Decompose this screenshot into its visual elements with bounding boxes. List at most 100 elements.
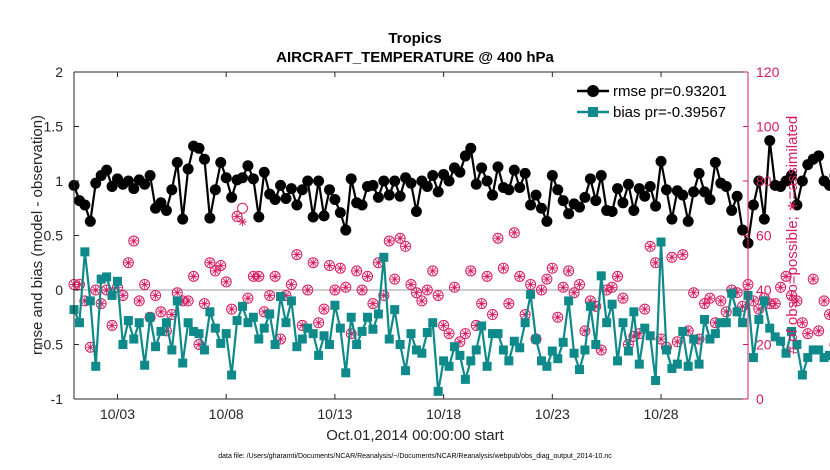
bias-marker bbox=[238, 301, 247, 311]
bias-marker bbox=[661, 345, 671, 355]
obs-possible-marker bbox=[557, 281, 569, 293]
obs-assimilated-marker bbox=[102, 285, 111, 295]
bias-marker bbox=[803, 353, 813, 363]
obs-assimilated-marker bbox=[423, 285, 432, 295]
obs-possible-marker bbox=[666, 251, 678, 263]
obs-assimilated-marker bbox=[412, 288, 421, 297]
rmse-marker bbox=[367, 179, 379, 191]
obs-assimilated-marker bbox=[232, 212, 242, 221]
obs-possible-marker bbox=[264, 289, 276, 301]
bias-marker bbox=[444, 361, 454, 371]
obs-assimilated-marker bbox=[591, 302, 601, 311]
rmse-marker bbox=[465, 142, 477, 154]
obs-assimilated-marker bbox=[510, 228, 519, 237]
bias-marker bbox=[194, 329, 204, 339]
bias-line bbox=[72, 240, 830, 393]
rmse-marker bbox=[525, 199, 537, 211]
rmse-marker bbox=[590, 195, 602, 207]
rmse-marker bbox=[454, 166, 466, 178]
bias-marker bbox=[526, 289, 536, 299]
obs-assimilated-marker bbox=[107, 321, 117, 330]
bias-marker bbox=[591, 340, 601, 349]
rmse-marker bbox=[215, 156, 227, 168]
obs-possible-marker bbox=[459, 328, 471, 340]
rmse-marker bbox=[535, 202, 547, 214]
obs-assimilated-marker bbox=[118, 291, 128, 300]
obs-assimilated-marker bbox=[200, 299, 209, 308]
y-tick-label: 1.5 bbox=[44, 119, 64, 135]
bias-marker bbox=[580, 345, 590, 355]
rmse-marker bbox=[791, 199, 803, 211]
bias-marker bbox=[564, 296, 574, 306]
obs-assimilated-marker bbox=[787, 291, 796, 300]
obs-assimilated-marker bbox=[711, 318, 720, 327]
rmse-marker bbox=[617, 197, 629, 209]
obs-assimilated-marker bbox=[732, 288, 742, 297]
obs-possible-marker bbox=[535, 284, 547, 296]
bias-marker bbox=[781, 348, 791, 358]
obs-assimilated-marker bbox=[363, 272, 372, 281]
bias-marker bbox=[379, 252, 389, 262]
bias-marker bbox=[167, 345, 177, 355]
rmse-marker bbox=[285, 183, 297, 195]
legend-entry-rmse: rmse pr=0.93201 bbox=[577, 83, 727, 100]
obs-assimilated-marker bbox=[754, 304, 764, 314]
obs-assimilated-marker bbox=[613, 272, 622, 281]
obs-assimilated-marker bbox=[433, 291, 443, 300]
rmse-marker bbox=[155, 197, 167, 209]
rmse-marker bbox=[182, 163, 194, 175]
bias-marker bbox=[276, 292, 286, 302]
obs-assimilated-marker bbox=[689, 288, 698, 297]
bias-marker bbox=[498, 345, 508, 355]
bias-marker bbox=[373, 309, 383, 319]
obs-possible-marker bbox=[802, 328, 814, 340]
bias-marker bbox=[216, 338, 226, 348]
rmse-marker bbox=[209, 184, 221, 196]
obs-possible-marker bbox=[367, 298, 379, 310]
bias-marker bbox=[531, 334, 541, 344]
obs-assimilated-marker bbox=[564, 266, 573, 276]
bias-marker bbox=[210, 323, 220, 333]
obs-possible-marker bbox=[688, 287, 700, 299]
bias-marker bbox=[286, 296, 296, 306]
obs-possible-marker bbox=[595, 344, 607, 356]
rmse-marker bbox=[688, 186, 700, 198]
obs-possible-marker bbox=[345, 328, 357, 340]
obs-assimilated-marker bbox=[428, 266, 437, 276]
bias-marker bbox=[199, 345, 209, 355]
obs-assimilated-marker bbox=[368, 299, 378, 308]
obs-assimilated-marker bbox=[499, 264, 508, 273]
obs-assimilated-marker bbox=[439, 321, 448, 330]
obs-possible-marker bbox=[150, 289, 162, 301]
bias-marker bbox=[319, 331, 329, 341]
rmse-marker bbox=[557, 195, 569, 207]
rmse-marker bbox=[269, 194, 281, 206]
rmse-marker bbox=[253, 211, 265, 223]
obs-possible-marker bbox=[198, 298, 210, 310]
chart-title: Tropics bbox=[388, 30, 441, 47]
obs-assimilated-marker bbox=[325, 261, 334, 270]
obs-possible-marker bbox=[128, 235, 140, 247]
obs-assimilated-marker bbox=[482, 272, 492, 281]
obs-assimilated-marker bbox=[444, 329, 454, 338]
x-tick-label: 10/03 bbox=[100, 406, 135, 422]
bias-marker bbox=[259, 323, 269, 333]
obs-assimilated-marker bbox=[314, 318, 323, 327]
bias-marker bbox=[705, 334, 715, 344]
bias-marker bbox=[314, 350, 324, 360]
rmse-marker bbox=[514, 182, 526, 194]
chart-subtitle: AIRCRAFT_TEMPERATURE @ 400 hPa bbox=[276, 49, 554, 66]
obs-possible-marker bbox=[139, 279, 151, 291]
obs-possible-marker bbox=[454, 336, 466, 348]
y-axis-right-label: # of obs: o=possible; ∗=assimilated bbox=[784, 116, 801, 355]
y-tick-label: 2 bbox=[55, 64, 63, 80]
obs-assimilated-marker bbox=[156, 307, 166, 316]
bias-marker bbox=[716, 318, 726, 328]
bias-marker bbox=[748, 353, 758, 363]
obs-assimilated-marker bbox=[809, 274, 818, 284]
y2-tick-label: 100 bbox=[756, 119, 780, 135]
obs-possible-marker bbox=[546, 262, 558, 274]
rmse-marker bbox=[177, 213, 189, 225]
rmse-marker bbox=[737, 224, 749, 236]
